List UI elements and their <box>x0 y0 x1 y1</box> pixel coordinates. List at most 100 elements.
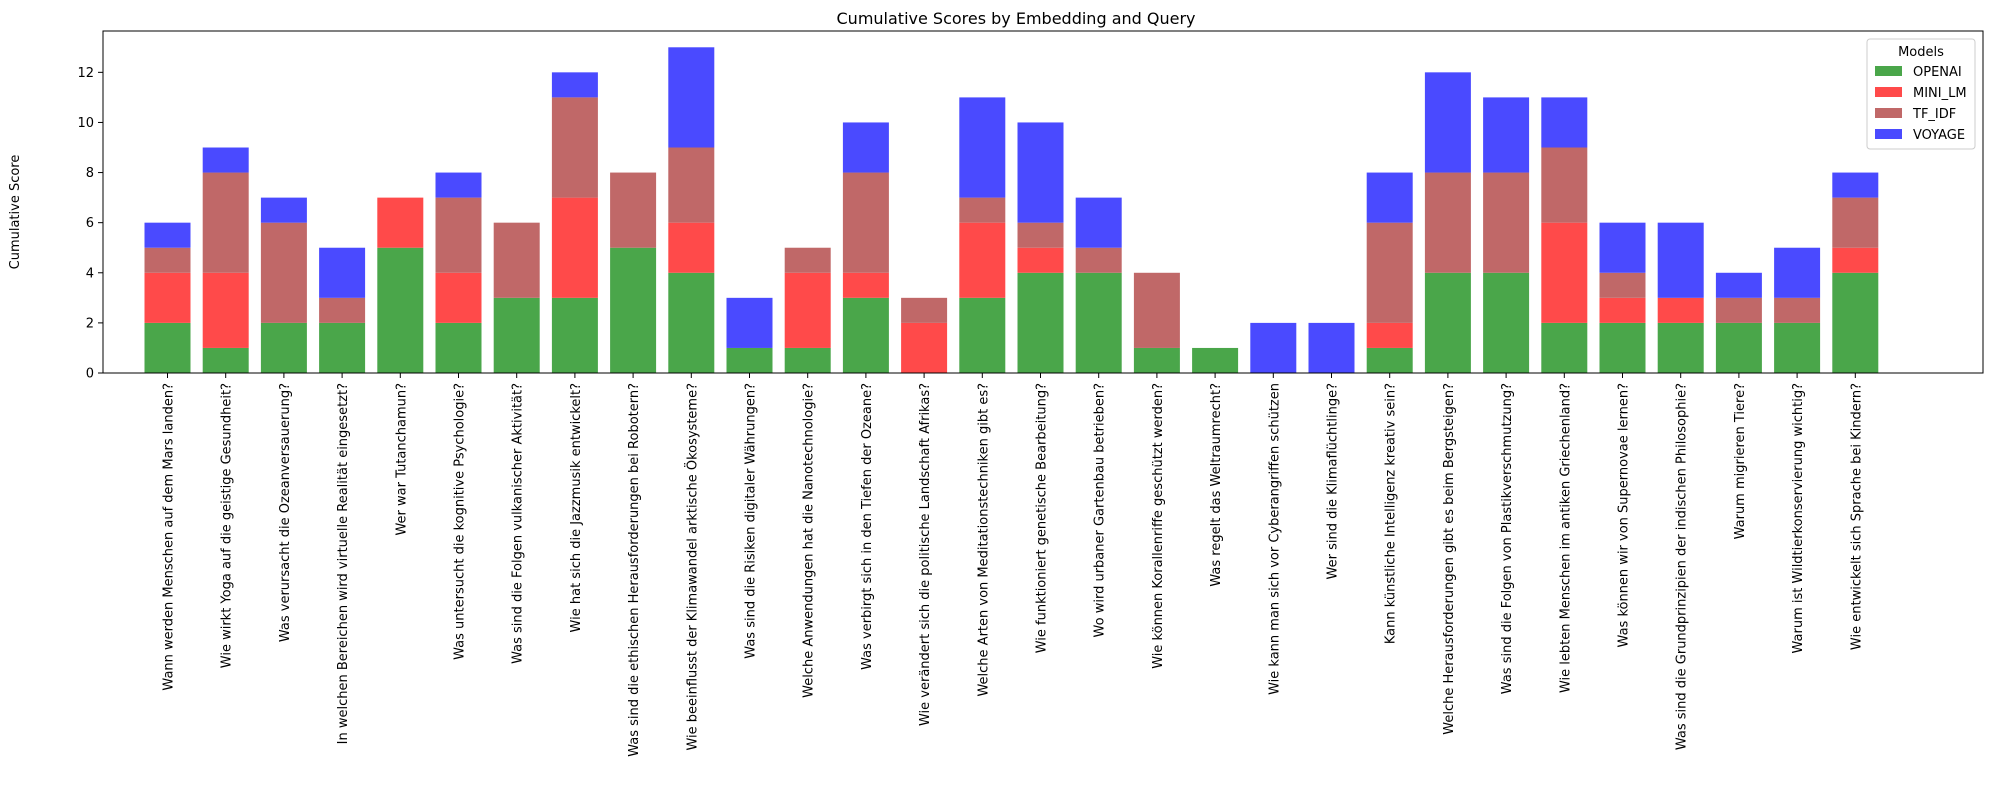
bar-segment-openai <box>377 247 424 373</box>
x-tick-label: Was verbirgt sich in den Tiefen der Ozea… <box>860 383 875 670</box>
bar-segment-openai <box>726 347 773 373</box>
bar-segment-voyage <box>1715 272 1762 298</box>
bar-segment-mini-lm <box>901 322 948 373</box>
y-tick-label: 4 <box>86 266 94 281</box>
bar-segment-openai <box>842 297 889 373</box>
bar-segment-voyage <box>1308 322 1355 373</box>
bar-segment-openai <box>1017 272 1064 373</box>
bar-segment-mini-lm <box>435 272 482 323</box>
x-tick-label: Wo wird urbaner Gartenbau betrieben? <box>1093 383 1108 637</box>
x-tick-label: In welchen Bereichen wird virtuelle Real… <box>336 383 351 744</box>
chart-title: Cumulative Scores by Embedding and Query <box>837 9 1196 28</box>
x-ticks-group: Wann werden Menschen auf dem Mars landen… <box>162 373 1864 757</box>
legend-title: Models <box>1898 45 1944 60</box>
bar-segment-tf-idf <box>435 197 482 273</box>
bar-segment-tf-idf <box>260 222 307 323</box>
y-tick-label: 12 <box>77 66 94 81</box>
bar-segment-tf-idf <box>959 197 1006 223</box>
bar-segment-voyage <box>202 147 249 173</box>
x-tick-label: Was können wir von Supernovae lernen? <box>1617 383 1632 647</box>
bar-segment-voyage <box>1483 97 1530 173</box>
bar-segment-voyage <box>1541 97 1588 148</box>
x-tick-label: Wann werden Menschen auf dem Mars landen… <box>162 383 177 691</box>
legend-swatch-openai <box>1875 66 1902 76</box>
x-tick-label: Wie funktioniert genetische Bearbeitung? <box>1035 383 1050 653</box>
bar-segment-voyage <box>668 47 715 148</box>
bar-segment-mini-lm <box>202 272 249 348</box>
legend-label-mini-lm: MINI_LM <box>1913 86 1967 101</box>
x-tick-label: Wie beeinflusst der Klimawandel arktisch… <box>683 383 700 751</box>
bar-segment-voyage <box>1599 222 1646 273</box>
bar-segment-tf-idf <box>901 297 948 323</box>
bar-segment-openai <box>959 297 1006 373</box>
x-tick-label: Wie können Korallenriffe geschützt werde… <box>1151 383 1166 669</box>
legend-swatch-mini-lm <box>1875 87 1902 97</box>
x-tick-label: Was sind die ethischen Herausforderungen… <box>627 383 642 757</box>
bar-segment-tf-idf <box>1075 247 1122 273</box>
x-tick-label: Welche Herausforderungen gibt es beim Be… <box>1442 383 1457 735</box>
bar-segment-voyage <box>319 247 366 298</box>
bar-segment-openai <box>1774 322 1821 373</box>
x-tick-label: Welche Arten von Meditationstechniken gi… <box>976 383 991 697</box>
bar-segment-tf-idf <box>1133 272 1180 348</box>
y-axis-label: Cumulative Score <box>8 155 23 270</box>
bar-segment-voyage <box>144 222 191 248</box>
bar-segment-openai <box>319 322 366 373</box>
bar-segment-tf-idf <box>668 147 715 223</box>
bar-segment-voyage <box>1832 172 1879 198</box>
bar-segment-voyage <box>959 97 1006 198</box>
bar-segment-tf-idf <box>1715 297 1762 323</box>
y-tick-label: 2 <box>86 316 94 331</box>
bar-segment-mini-lm <box>842 272 889 298</box>
x-tick-label: Wie wirkt Yoga auf die geistige Gesundhe… <box>220 383 235 668</box>
bar-segment-mini-lm <box>1366 322 1413 348</box>
y-ticks-group: 0 2 4 6 8 10 12 <box>77 66 103 382</box>
bar-segment-tf-idf <box>319 297 366 323</box>
bar-segment-tf-idf <box>1541 147 1588 223</box>
bar-segment-mini-lm <box>784 272 831 348</box>
bar-segment-openai <box>435 322 482 373</box>
bar-segment-openai <box>493 297 540 373</box>
y-tick-label: 0 <box>86 367 94 382</box>
bar-segment-tf-idf <box>1017 222 1064 248</box>
x-tick-label: Wie entwickelt sich Sprache bei Kindern? <box>1849 383 1864 650</box>
bar-segment-openai <box>260 322 307 373</box>
x-tick-label: Was sind die Folgen vulkanischer Aktivit… <box>511 383 526 664</box>
bar-segment-openai <box>1133 347 1180 373</box>
bar-segment-tf-idf <box>842 172 889 273</box>
x-tick-label: Kann künstliche Intelligenz kreativ sein… <box>1384 383 1399 644</box>
bar-segment-openai <box>1483 272 1530 373</box>
x-tick-label: Was untersucht die kognitive Psychologie… <box>453 383 468 660</box>
bar-segment-voyage <box>1774 247 1821 298</box>
bar-segment-mini-lm <box>1657 297 1704 323</box>
legend: Models OPENAI MINI_LM TF_IDF VOYAGE <box>1866 38 1976 150</box>
bar-segment-openai <box>1424 272 1471 373</box>
x-tick-label: Was verursacht die Ozeanversauerung? <box>278 383 293 642</box>
bar-segment-tf-idf <box>1366 222 1413 323</box>
plot-frame <box>102 30 1984 374</box>
bar-segment-openai <box>1832 272 1879 373</box>
bar-segment-tf-idf <box>551 97 598 198</box>
bar-segment-openai <box>1657 322 1704 373</box>
x-tick-label: Wie kann man sich vor Cyberangriffen sch… <box>1267 383 1282 695</box>
bar-segment-openai <box>1599 322 1646 373</box>
bar-segment-mini-lm <box>1599 297 1646 323</box>
bar-segment-mini-lm <box>551 197 598 298</box>
y-tick-label: 8 <box>86 166 94 181</box>
x-tick-label: Was sind die Folgen von Plastikverschmut… <box>1500 383 1515 694</box>
legend-label-voyage: VOYAGE <box>1913 128 1965 143</box>
legend-swatch-voyage <box>1875 129 1902 139</box>
bar-segment-voyage <box>1366 172 1413 223</box>
bar-segment-voyage <box>1657 222 1704 298</box>
legend-swatch-tf-idf <box>1875 108 1902 118</box>
y-tick-label: 6 <box>86 216 94 231</box>
x-tick-label: Wie lebten Menschen im antiken Griechenl… <box>1558 383 1573 693</box>
bar-segment-openai <box>551 297 598 373</box>
bars-group <box>144 47 1879 373</box>
x-tick-label: Was sind die Risiken digitaler Währungen… <box>744 383 759 659</box>
legend-label-openai: OPENAI <box>1913 65 1962 80</box>
bar-segment-openai <box>1192 347 1239 373</box>
bar-segment-openai <box>610 247 657 373</box>
bar-segment-voyage <box>435 172 482 198</box>
bar-segment-openai <box>1366 347 1413 373</box>
